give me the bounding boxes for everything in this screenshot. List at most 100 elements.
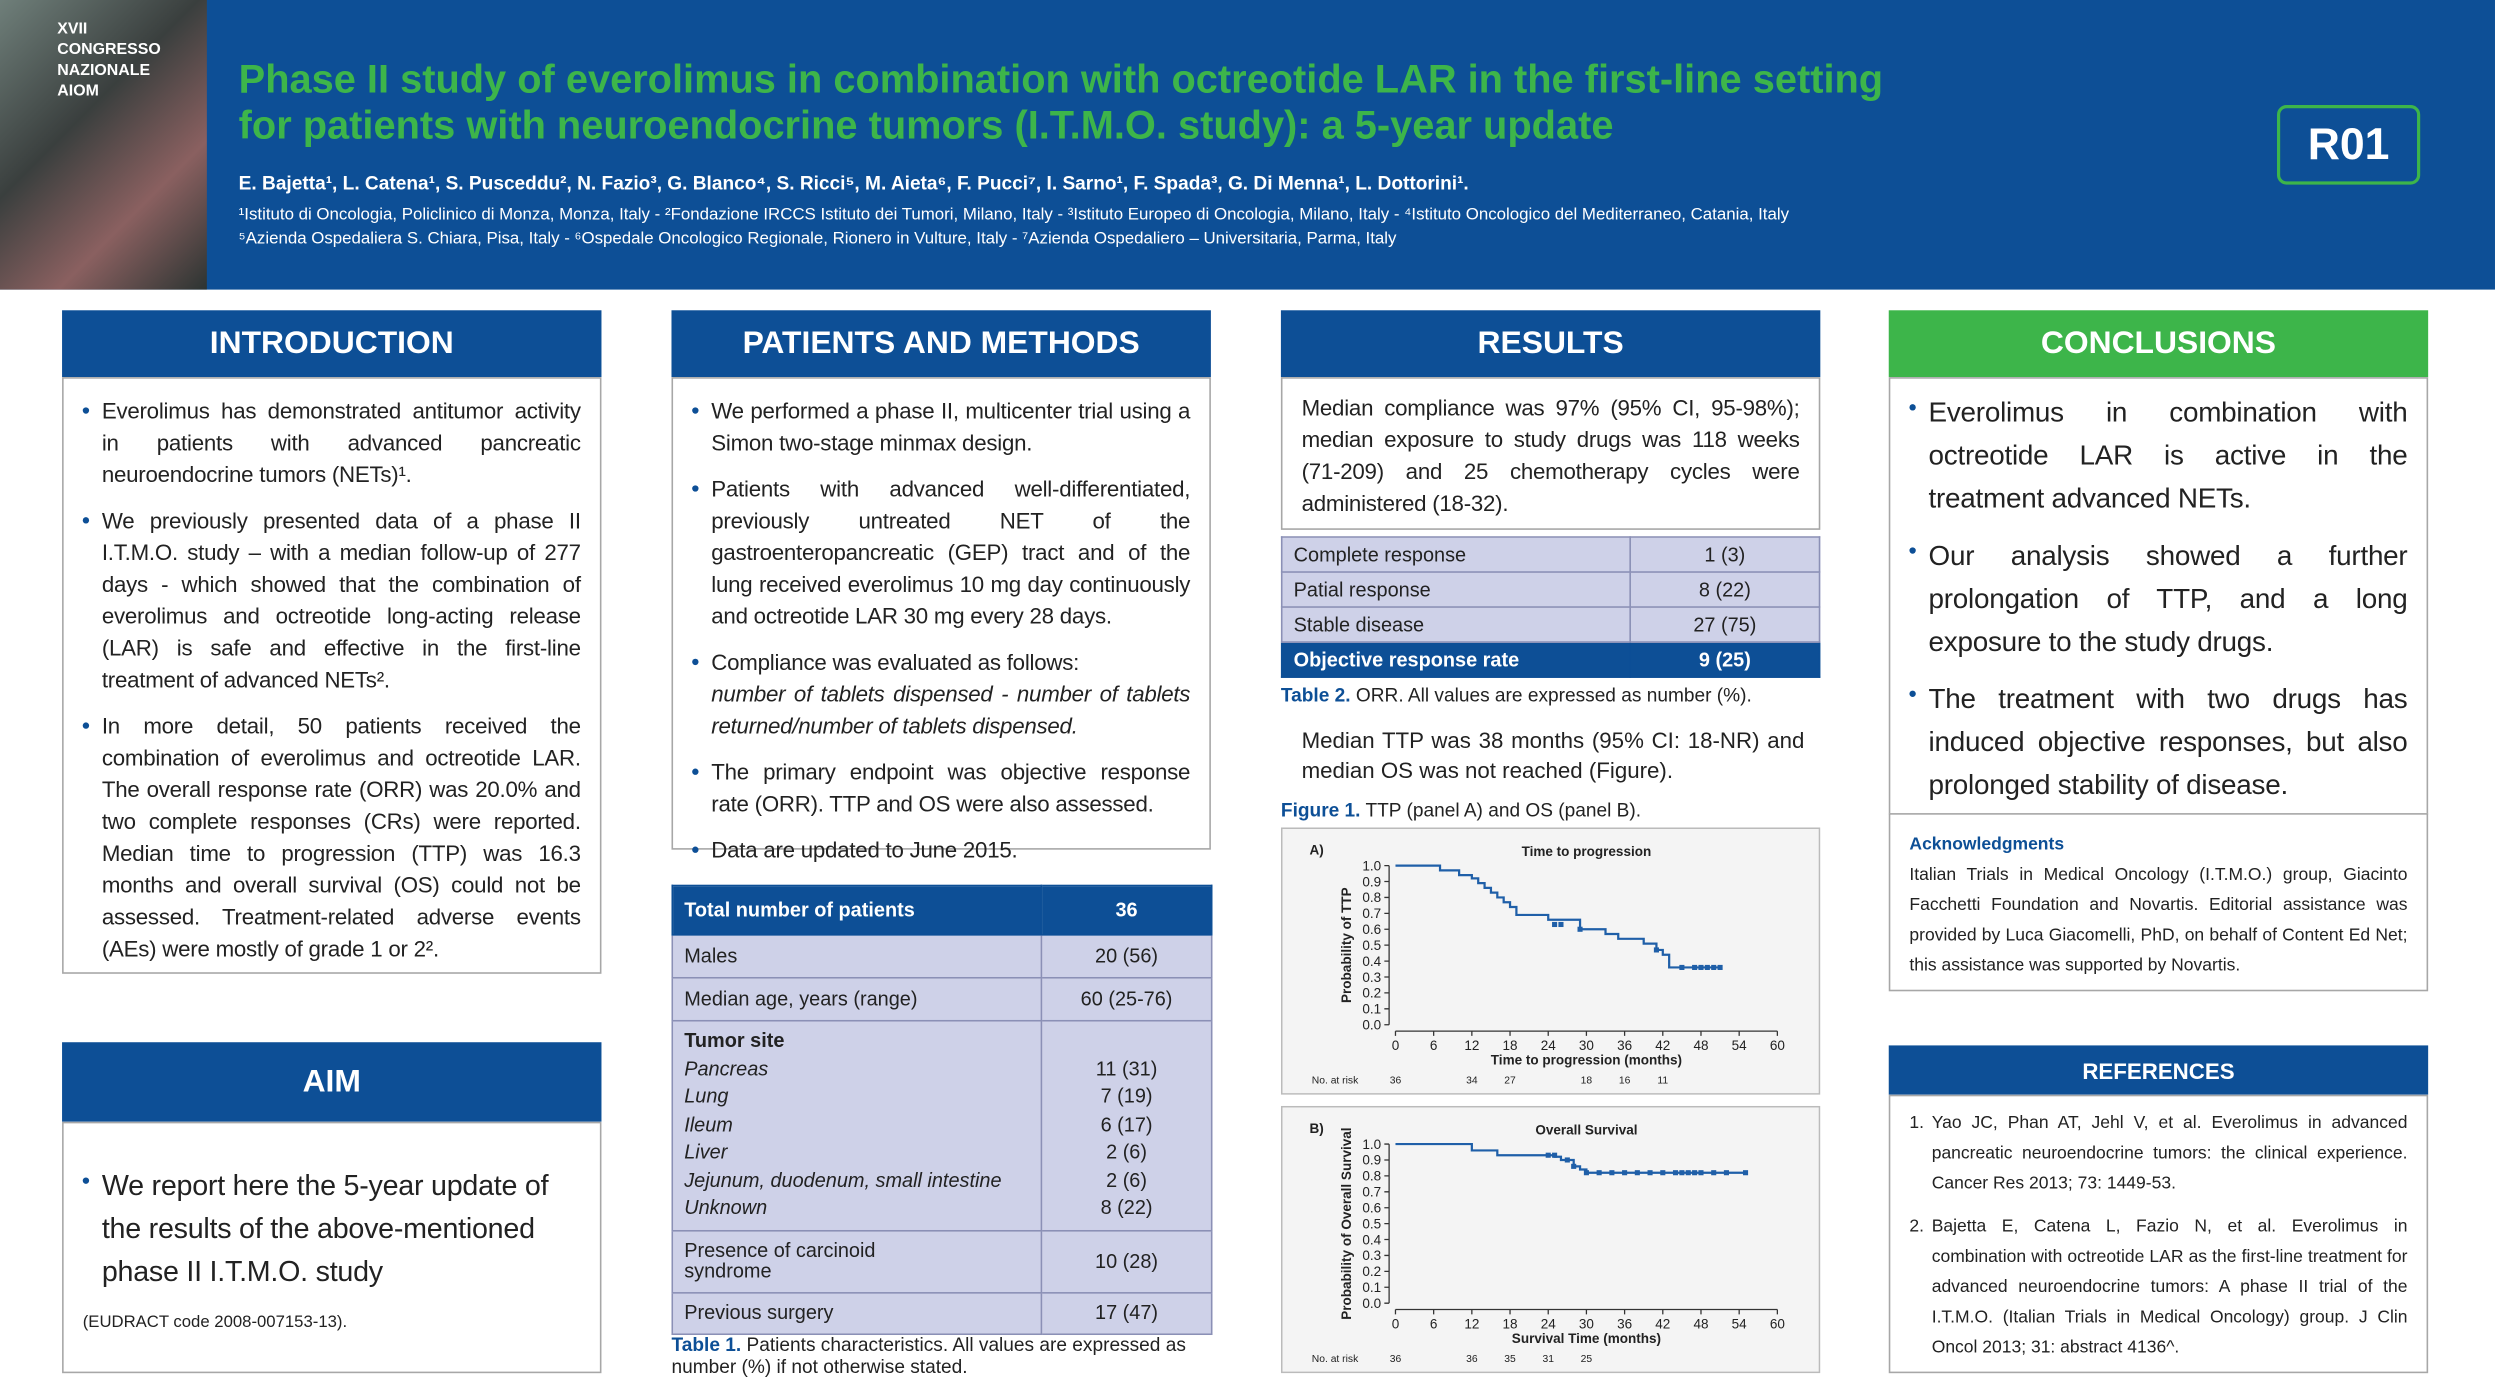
survival-curve [1395,864,1721,969]
panel-title: Time to progression [1522,844,1652,859]
bullet: Everolimus has demonstrated antitumor ac… [82,395,581,490]
censor-mark [1558,921,1564,928]
x-tick-label: 60 [1770,1317,1785,1332]
y-tick-label: 0.9 [1362,874,1381,889]
x-tick-label: 42 [1655,1317,1670,1332]
y-tick-label: 0.6 [1362,1200,1381,1215]
at-risk-value: 36 [1466,1354,1478,1365]
censor-mark [1698,964,1704,970]
section-heading: INTRODUCTION [62,310,602,378]
cell: 36 [1040,884,1213,936]
cell: 10 (28) [1040,1229,1213,1293]
cell: 27 (75) [1629,606,1821,643]
cell: 20 (56) [1040,934,1213,979]
cell: 60 (25-76) [1040,976,1213,1022]
panel-frame [1280,1105,1821,1374]
panel-label: B) [1310,1121,1324,1136]
censor-mark [1545,1152,1551,1158]
affiliation: ⁵Azienda Ospedaliera S. Chiara, Pisa, It… [238,229,1397,249]
cell: Tumor site Pancreas Lung Ileum Liver Jejunum,… [671,1019,1043,1231]
affiliations: ¹Istituto di Oncologia, Policlinico di M… [239,204,1789,252]
y-tick-label: 0.0 [1362,1017,1381,1032]
bullet-text: Patients with advanced well-differentiat… [711,475,1191,629]
bullet-list: Everolimus in combination with octreotid… [1909,391,2408,806]
header [0,0,2495,290]
censor-mark [1660,1170,1666,1176]
censor-mark [1698,1170,1704,1176]
x-tick-label: 60 [1770,1038,1785,1053]
at-risk-value: 27 [1504,1076,1516,1087]
x-tick-label: 0 [1392,1317,1400,1332]
censor-mark [1679,964,1685,970]
logo-text: XVII CONGRESSO NAZIONALE AIOM [57,19,207,102]
reference-number: 1. [1909,1113,1925,1133]
paragraph: Median TTP was 38 months (95% CI: 18-NR)… [1301,727,1805,783]
table-row: Males 20 (56) [671,934,1213,979]
censor-mark [1552,1152,1558,1158]
table-row: Patial response 8 (22) [1280,571,1821,608]
bullet: Data are updated to June 2015. [692,834,1190,866]
bullet-text: The primary endpoint was objective respo… [711,758,1191,817]
y-axis-title: Probability of TTP [1339,887,1354,1003]
y-tick-label: 0.0 [1362,1296,1381,1311]
at-risk-value: 31 [1542,1354,1554,1365]
section-heading: RESULTS [1280,310,1821,378]
spacer [1053,1028,1199,1056]
censor-mark [1609,1170,1615,1176]
x-tick-label: 18 [1503,1038,1518,1053]
cell: Previous surgery [671,1291,1043,1335]
y-tick-label: 1.0 [1362,858,1381,873]
at-risk-value: 18 [1581,1076,1593,1087]
cell: Presence of carcinoid syndrome [671,1229,1043,1293]
at-risk-label: No. at risk [1312,1076,1359,1087]
x-tick-label: 6 [1430,1038,1438,1053]
censor-mark [1711,1170,1717,1176]
x-tick-label: 12 [1464,1317,1479,1332]
bullet-text: Compliance was evaluated as follows: [711,649,1080,675]
bullet: We previously presented data of a phase … [82,504,581,695]
section-heading: AIM [62,1042,602,1122]
censor-mark [1571,1163,1577,1169]
section-heading: PATIENTS AND METHODS [671,310,1211,378]
cell: 1 (3) [1629,536,1821,573]
logo: XVII CONGRESSO NAZIONALE AIOM [0,0,207,290]
km-panel: B) Overall Survival Survival Time (months)… [1280,1105,1821,1374]
reference-text: Bajetta E, Catena L, Fazio N, et al. Eve… [1931,1217,2408,1358]
y-tick-label: 0.8 [1362,1169,1381,1184]
cell: 17 (47) [1040,1291,1213,1335]
sub-label: Ileum [684,1113,733,1136]
reference-text: Yao JC, Phan AT, Jehl V, et al. Everolim… [1931,1113,2408,1194]
censor-mark [1679,1170,1685,1176]
caption-label: Table 2. [1280,684,1351,707]
y-axis-title: Probability of Overall Survival [1339,1127,1354,1319]
x-tick-label: 48 [1693,1317,1708,1332]
censor-mark [1692,964,1698,970]
cell: Objective response rate [1280,641,1631,678]
x-tick-label: 18 [1503,1317,1518,1332]
total-row: Objective response rate 9 (25) [1280,641,1821,678]
bullet: Everolimus in combination with octreotid… [1909,391,2408,520]
cell: Total number of patients [671,884,1043,936]
censor-mark [1692,1170,1698,1176]
x-tick-label: 0 [1392,1038,1400,1053]
x-tick-label: 30 [1579,1038,1594,1053]
y-tick-label: 0.5 [1362,938,1381,953]
bullet: Compliance was evaluated as follows: numb… [692,646,1190,741]
at-risk-value: 34 [1466,1076,1478,1087]
sub-value: 2 (6) [1106,1168,1147,1192]
panel-label: A) [1310,842,1324,857]
censor-mark [1704,964,1710,970]
censor-mark [1552,921,1558,928]
ack-text: Italian Trials in Medical Oncology (I.T.… [1909,865,2408,976]
bullet-list: We performed a phase II, multicenter tri… [692,395,1190,866]
sub-value: 2 (6) [1106,1140,1147,1164]
censor-mark [1742,1170,1749,1176]
table-row: Presence of carcinoid syndrome 10 (28) [671,1229,1213,1293]
sub-label: Liver [684,1140,728,1164]
survival-curve [1395,1142,1746,1174]
y-tick-label: 0.6 [1362,922,1381,937]
sub-value: 7 (19) [1100,1085,1153,1108]
x-tick-label: 54 [1732,1038,1748,1053]
caption: Table 2. ORR. All values are expressed a… [1281,684,1820,706]
